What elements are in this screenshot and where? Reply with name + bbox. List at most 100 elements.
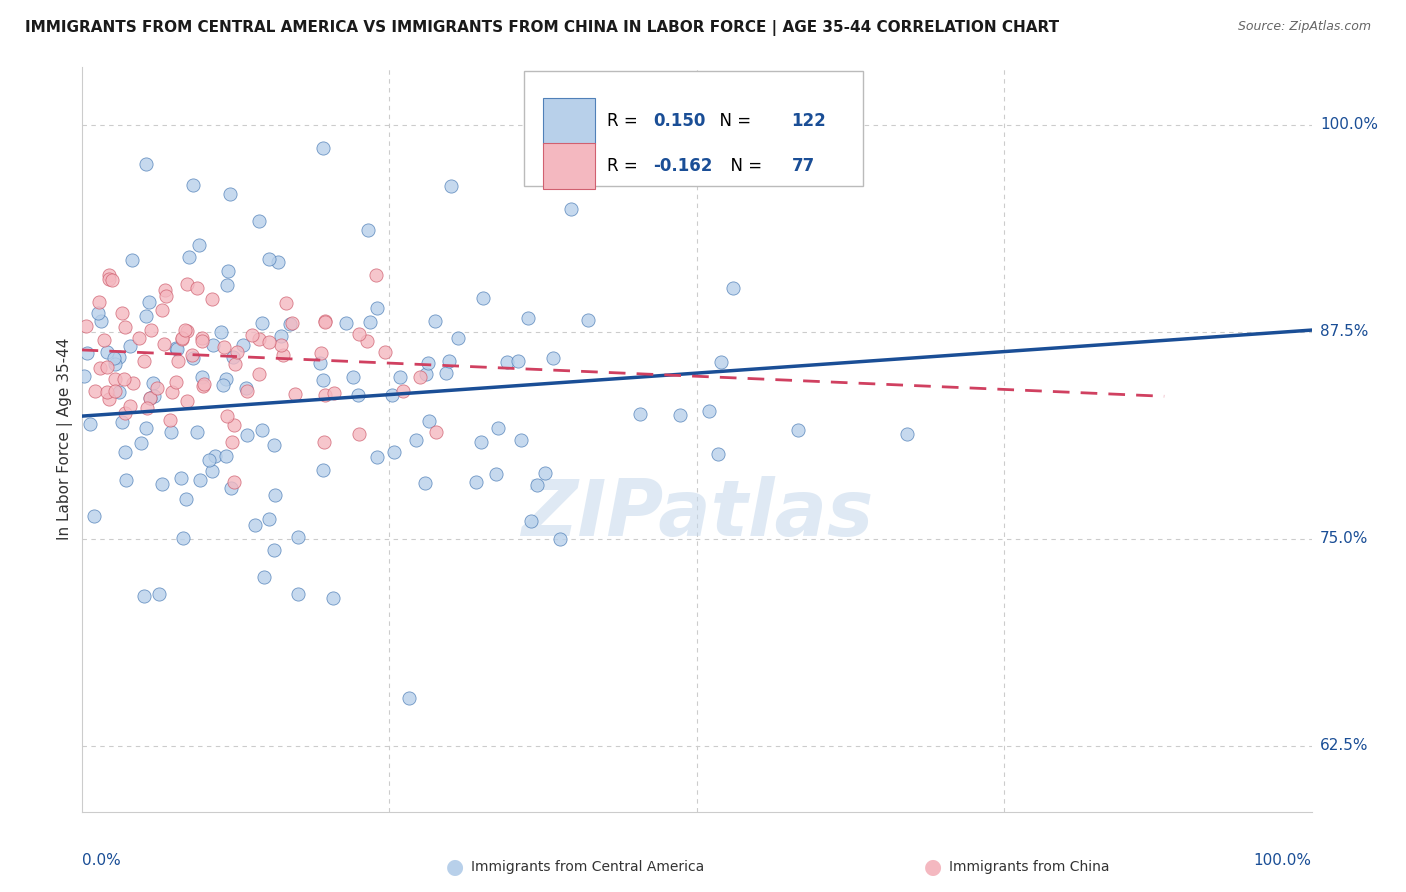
- Point: [96, 360, 118, 375]
- Point: [274, 295, 297, 310]
- Point: [257, 252, 280, 267]
- Point: [103, 351, 125, 365]
- Point: [257, 334, 280, 349]
- Point: [115, 473, 138, 487]
- Point: [723, 281, 745, 295]
- Point: [217, 264, 239, 278]
- Point: [198, 453, 221, 467]
- Point: [176, 277, 198, 291]
- Point: [356, 334, 378, 349]
- Point: [215, 449, 238, 463]
- Point: [267, 255, 290, 269]
- Y-axis label: In Labor Force | Age 35-44: In Labor Force | Age 35-44: [58, 338, 73, 541]
- Point: [447, 331, 470, 345]
- Point: [284, 387, 307, 401]
- Point: [97, 272, 120, 286]
- Point: [129, 435, 152, 450]
- Point: [111, 306, 134, 320]
- Point: [172, 331, 194, 345]
- Point: [93, 334, 115, 348]
- Point: [214, 372, 236, 386]
- Point: [533, 466, 555, 480]
- Point: [215, 409, 238, 423]
- Text: Immigrants from Central America: Immigrants from Central America: [471, 860, 704, 874]
- Point: [240, 328, 263, 343]
- Point: [121, 376, 143, 391]
- Point: [173, 322, 195, 336]
- Point: [166, 343, 188, 357]
- Point: [252, 317, 274, 331]
- Point: [263, 488, 285, 502]
- Point: [150, 477, 173, 491]
- Text: R =: R =: [607, 157, 643, 175]
- Point: [79, 417, 101, 431]
- Point: [86, 306, 108, 320]
- Point: [250, 423, 273, 437]
- Point: [510, 434, 533, 448]
- Point: [225, 345, 247, 359]
- Point: [271, 348, 294, 362]
- Point: [247, 331, 270, 345]
- Point: [153, 337, 176, 351]
- Point: [155, 289, 177, 303]
- Text: 62.5%: 62.5%: [1320, 738, 1368, 753]
- Point: [253, 570, 276, 584]
- Point: [560, 202, 582, 216]
- Point: [191, 331, 214, 345]
- Point: [219, 481, 242, 495]
- Point: [83, 508, 105, 523]
- Text: N =: N =: [709, 112, 756, 130]
- Point: [114, 406, 136, 420]
- FancyBboxPatch shape: [543, 143, 595, 189]
- Point: [322, 591, 344, 605]
- Point: [96, 345, 118, 359]
- Point: [98, 268, 121, 283]
- Point: [193, 377, 215, 392]
- Text: ZIPatlas: ZIPatlas: [520, 475, 873, 552]
- Text: 75.0%: 75.0%: [1320, 531, 1368, 546]
- Point: [138, 294, 160, 309]
- Text: R =: R =: [607, 112, 643, 130]
- Point: [186, 425, 208, 440]
- Point: [181, 348, 204, 362]
- Point: [139, 391, 162, 405]
- Point: [135, 157, 157, 171]
- Point: [359, 315, 381, 329]
- Point: [236, 384, 259, 398]
- Point: [120, 339, 142, 353]
- Point: [110, 415, 132, 429]
- Point: [366, 268, 388, 282]
- Point: [135, 309, 157, 323]
- Point: [142, 376, 165, 390]
- Point: [159, 413, 181, 427]
- Point: [97, 392, 120, 407]
- Point: [224, 418, 246, 433]
- Point: [263, 542, 285, 557]
- Point: [224, 357, 246, 371]
- Point: [247, 367, 270, 381]
- Point: [104, 384, 127, 398]
- Point: [628, 407, 651, 421]
- Point: [437, 354, 460, 368]
- Text: -0.162: -0.162: [654, 157, 713, 175]
- Point: [73, 369, 96, 384]
- Point: [278, 317, 301, 331]
- Point: [896, 427, 918, 442]
- Point: [388, 369, 411, 384]
- Point: [243, 518, 266, 533]
- Point: [132, 353, 155, 368]
- Point: [90, 314, 112, 328]
- Text: 100.0%: 100.0%: [1320, 118, 1378, 132]
- Point: [366, 301, 388, 315]
- Point: [76, 346, 98, 360]
- Point: [347, 327, 370, 342]
- Point: [312, 372, 335, 386]
- Point: [314, 435, 336, 450]
- Point: [314, 315, 336, 329]
- Point: [418, 356, 440, 370]
- Point: [172, 333, 194, 347]
- Point: [470, 435, 492, 450]
- Point: [347, 387, 370, 401]
- Point: [181, 178, 204, 192]
- Point: [270, 337, 292, 351]
